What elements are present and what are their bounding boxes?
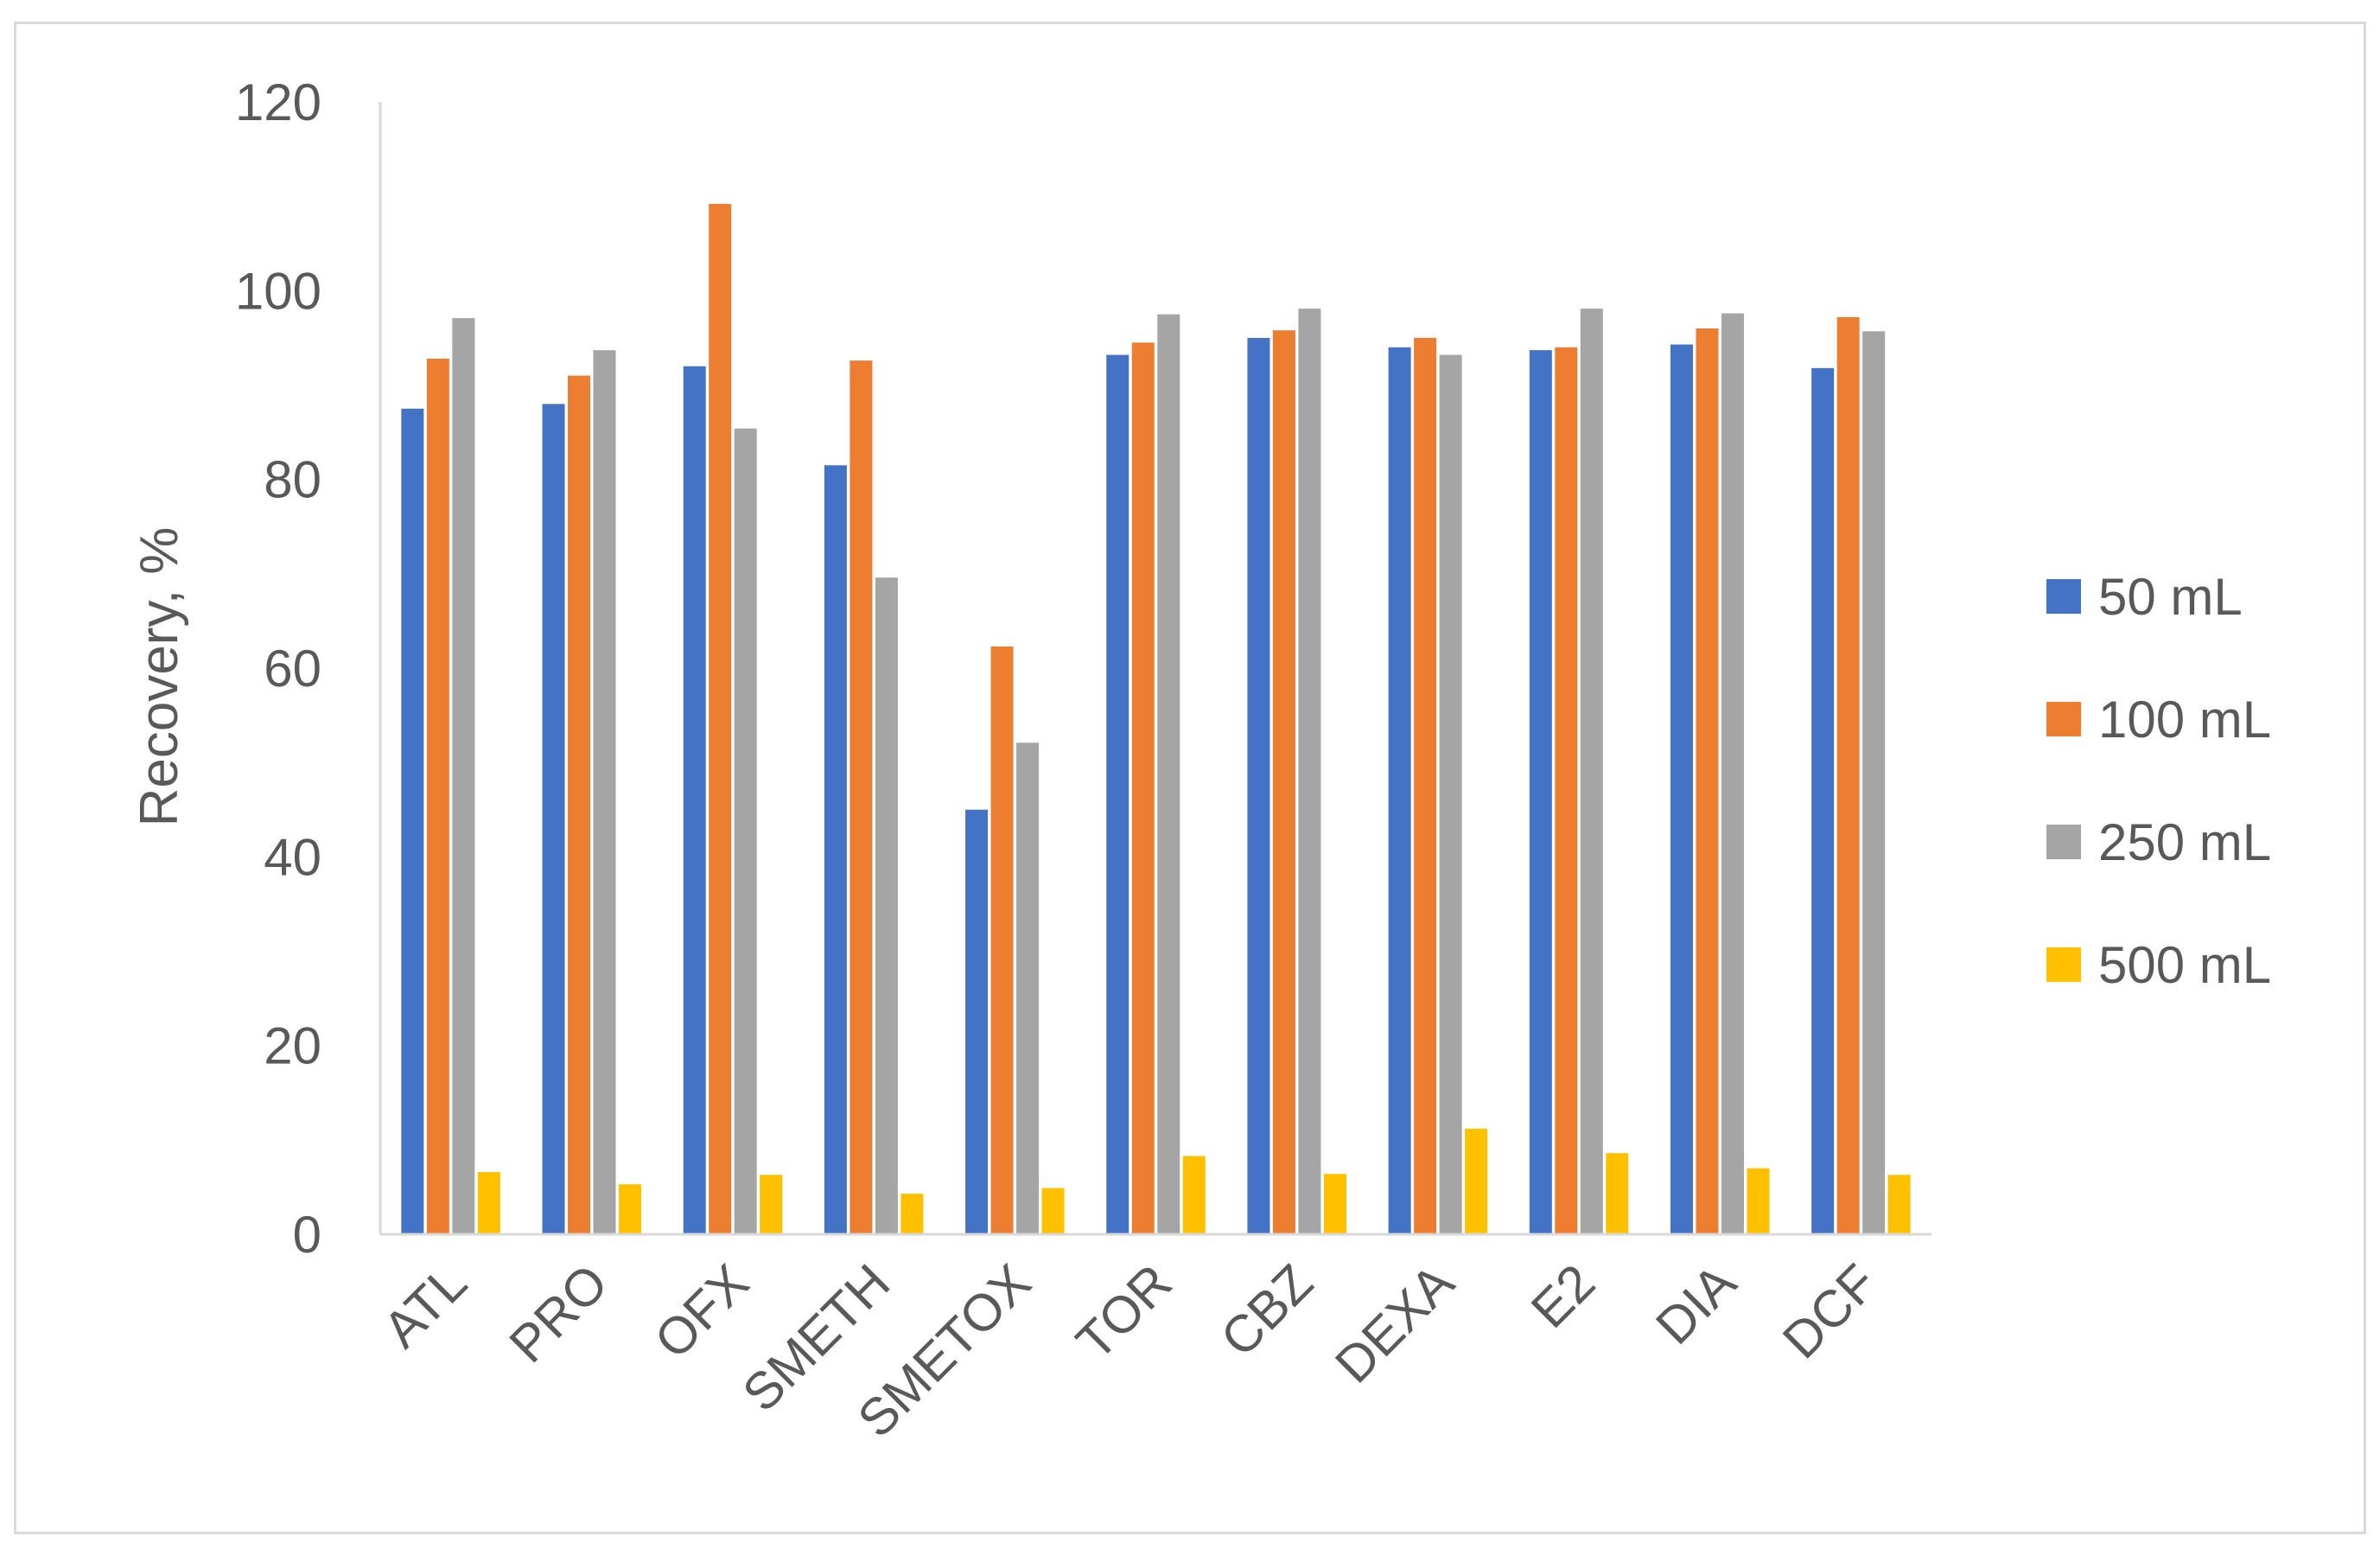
x-tick-label: CBZ: [1210, 1253, 1324, 1367]
bar-cbz-50ml: [1247, 337, 1270, 1235]
bar-smeth-250ml: [875, 577, 898, 1234]
bar-e2-500ml: [1606, 1153, 1629, 1234]
legend-label: 250 mL: [2098, 813, 2271, 871]
bar-tor-250ml: [1157, 314, 1180, 1234]
legend-swatch: [2046, 825, 2081, 859]
bar-cbz-100ml: [1272, 330, 1295, 1234]
y-axis-ticks: 0 20 40 60 80 100 120: [235, 73, 321, 1264]
legend-label: 500 mL: [2098, 936, 2271, 994]
bar-dcf-100ml: [1836, 316, 1860, 1234]
legend-label: 100 mL: [2098, 691, 2271, 749]
y-tick-label: 100: [235, 262, 321, 320]
bar-ofx-50ml: [683, 366, 706, 1235]
bar-dcf-250ml: [1862, 331, 1886, 1234]
x-tick-label: PRO: [499, 1253, 619, 1373]
x-tick-label: OFX: [644, 1253, 760, 1370]
y-tick-label: 20: [264, 1017, 321, 1075]
y-tick-label: 40: [264, 828, 321, 886]
bar-smetox-50ml: [965, 809, 989, 1234]
bar-atl-500ml: [477, 1171, 500, 1234]
legend-swatch: [2046, 702, 2081, 736]
bar-smeth-500ml: [900, 1194, 924, 1234]
y-tick-label: 80: [264, 451, 321, 509]
bar-e2-250ml: [1580, 309, 1603, 1235]
bar-dexa-100ml: [1414, 337, 1437, 1235]
bar-dia-100ml: [1696, 328, 1719, 1234]
bar-dexa-500ml: [1465, 1128, 1488, 1234]
x-tick-label: DIA: [1645, 1253, 1747, 1355]
bar-dexa-250ml: [1439, 354, 1462, 1235]
bar-cbz-500ml: [1323, 1174, 1346, 1234]
bar-atl-250ml: [452, 317, 475, 1234]
bar-dia-500ml: [1747, 1168, 1770, 1234]
x-tick-label: E2: [1520, 1253, 1606, 1339]
bar-dia-50ml: [1670, 344, 1693, 1234]
legend-swatch: [2046, 947, 2081, 982]
bar-pro-50ml: [542, 404, 565, 1234]
bar-atl-100ml: [426, 358, 449, 1234]
legend-swatch: [2046, 579, 2081, 614]
bar-dcf-50ml: [1811, 367, 1835, 1235]
bar-ofx-250ml: [734, 428, 757, 1234]
bar-pro-250ml: [593, 350, 616, 1234]
y-axis-title: Recovery, %: [130, 527, 189, 827]
bar-smetox-500ml: [1041, 1188, 1065, 1234]
y-tick-label: 60: [264, 640, 321, 698]
legend: 50 mL 100 mL 250 mL 500 mL: [2046, 568, 2271, 994]
bar-pro-500ml: [619, 1184, 642, 1234]
bar-ofx-100ml: [709, 203, 732, 1234]
axes-layer: [379, 102, 1931, 1236]
bar-dcf-500ml: [1887, 1175, 1911, 1234]
bar-e2-100ml: [1555, 347, 1578, 1234]
y-tick-label: 120: [235, 73, 321, 131]
x-tick-label: TOR: [1066, 1253, 1183, 1371]
bar-pro-100ml: [568, 375, 591, 1234]
bar-smeth-100ml: [850, 360, 873, 1234]
bar-smeth-50ml: [824, 465, 847, 1234]
bar-smetox-250ml: [1016, 742, 1040, 1234]
bar-atl-50ml: [401, 408, 424, 1235]
x-tick-label: DCF: [1772, 1253, 1888, 1370]
y-tick-label: 0: [293, 1206, 321, 1264]
bar-e2-50ml: [1529, 350, 1552, 1234]
bar-ofx-500ml: [760, 1175, 783, 1234]
bar-smetox-100ml: [990, 646, 1014, 1234]
legend-label: 50 mL: [2098, 568, 2243, 626]
bars-layer: [401, 203, 1911, 1235]
x-tick-label: ATL: [372, 1253, 478, 1359]
bar-dia-250ml: [1721, 313, 1744, 1234]
bar-dexa-50ml: [1388, 347, 1411, 1234]
x-tick-label: DEXA: [1324, 1253, 1465, 1394]
bar-tor-50ml: [1106, 354, 1130, 1235]
bar-tor-100ml: [1131, 342, 1155, 1234]
bar-tor-500ml: [1182, 1156, 1206, 1234]
bar-cbz-250ml: [1298, 309, 1321, 1235]
